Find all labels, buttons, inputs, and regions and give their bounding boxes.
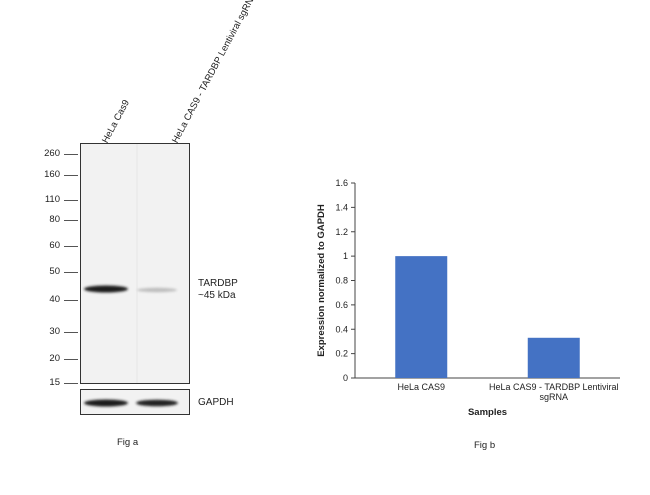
mw-marker-50: 50 — [49, 266, 60, 277]
mw-tick-50 — [64, 272, 78, 273]
bar — [527, 337, 580, 378]
band-tardbp-lane1 — [84, 285, 128, 293]
mw-marker-15: 15 — [49, 377, 60, 388]
mw-marker-80: 80 — [49, 214, 60, 225]
y-tick-label: 0.8 — [335, 276, 348, 286]
band-gapdh-lane2 — [136, 399, 178, 407]
mw-tick-20 — [64, 359, 78, 360]
blot-bands-main — [81, 144, 189, 383]
target-band-label: TARDBP ~45 kDa — [198, 278, 238, 302]
loading-control-label: GAPDH — [198, 397, 234, 408]
y-tick-label: 0 — [343, 373, 348, 383]
mw-marker-30: 30 — [49, 326, 60, 337]
blot-panel-gapdh — [80, 389, 190, 415]
mw-marker-40: 40 — [49, 294, 60, 305]
bar — [395, 256, 448, 378]
mw-marker-20: 20 — [49, 353, 60, 364]
y-tick-label: 1.4 — [335, 202, 348, 212]
bars — [395, 256, 580, 378]
x-tick-label: sgRNA — [539, 392, 568, 402]
mw-marker-260: 260 — [44, 148, 60, 159]
lane-label-hela-cas9: HeLa Cas9 — [100, 98, 133, 146]
y-tick-label: 1.6 — [335, 178, 348, 188]
y-tick-label: 0.4 — [335, 324, 348, 334]
mw-tick-110 — [64, 200, 78, 201]
mw-tick-160 — [64, 175, 78, 176]
target-size: ~45 kDa — [198, 290, 236, 301]
y-tick-label: 0.2 — [335, 349, 348, 359]
blot-panel-main — [80, 143, 190, 384]
fig-a-caption: Fig a — [117, 437, 139, 448]
x-axis-title: Samples — [468, 407, 507, 418]
blot-bands-gapdh — [81, 390, 189, 414]
mw-tick-60 — [64, 246, 78, 247]
mw-marker-160: 160 — [44, 169, 60, 180]
mw-tick-40 — [64, 300, 78, 301]
mw-marker-110: 110 — [44, 194, 60, 205]
mw-marker-60: 60 — [49, 240, 60, 251]
x-tick-label: HeLa CAS9 - TARDBP Lentiviral — [489, 382, 619, 392]
y-axis-title: Expression normalized to GAPDH — [316, 204, 327, 357]
y-tick-label: 0.6 — [335, 300, 348, 310]
mw-tick-15 — [64, 383, 78, 384]
y-tick-label: 1.2 — [335, 227, 348, 237]
mw-tick-260 — [64, 154, 78, 155]
y-axis: 0 0.2 0.4 0.6 0.8 1 1.2 1.4 1.6 — [335, 178, 356, 383]
fig-b-caption: Fig b — [474, 440, 496, 451]
mw-tick-30 — [64, 332, 78, 333]
y-tick-label: 1 — [343, 251, 348, 261]
band-gapdh-lane1 — [84, 399, 128, 407]
lane-label-tardbp-sgrna: HeLa CAS9 - TARDBP Lentiviral sgRNA — [170, 0, 260, 146]
mw-tick-80 — [64, 220, 78, 221]
x-tick-label: HeLa CAS9 — [397, 382, 445, 392]
target-name: TARDBP — [198, 278, 238, 289]
band-tardbp-lane2 — [137, 287, 177, 293]
expression-bar-chart: 00.20.40.60.811.21.41.6 HeLa CAS9 HeLa CA… — [316, 178, 620, 418]
x-axis: HeLa CAS9 HeLa CAS9 - TARDBP Lentiviralsg… — [355, 377, 620, 402]
